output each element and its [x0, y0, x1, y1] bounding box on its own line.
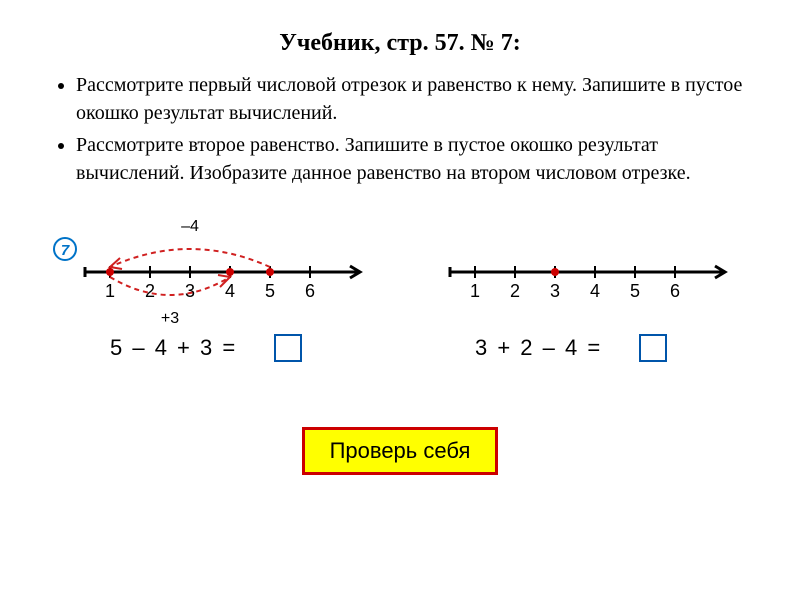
tick-label: 5	[630, 281, 640, 301]
right-number-line: 1 2 3 4 5 6 3 + 2 – 4 =	[450, 266, 725, 361]
number-line-dot	[551, 268, 559, 276]
tick-label: 6	[670, 281, 680, 301]
arc-bottom	[110, 277, 230, 295]
arc-top-label: –4	[181, 218, 199, 235]
arc-top	[110, 249, 270, 267]
number-line-dot	[266, 268, 274, 276]
number-line-dot	[226, 268, 234, 276]
check-yourself-button[interactable]: Проверь себя	[302, 427, 498, 475]
tick-label: 3	[550, 281, 560, 301]
left-number-line: 1 2 3 4 5 6 –4 +3	[85, 218, 360, 361]
instruction-list: Рассмотрите первый числовой отрезок и ра…	[50, 71, 750, 187]
tick-label: 6	[305, 281, 315, 301]
problem-figure: 7 1	[50, 217, 750, 367]
tick-label: 1	[105, 281, 115, 301]
problem-badge: 7	[61, 242, 70, 259]
tick-label: 4	[590, 281, 600, 301]
instruction-item: Рассмотрите второе равенство. Запишите в…	[76, 131, 750, 187]
tick-label: 1	[470, 281, 480, 301]
answer-box-left[interactable]	[275, 335, 301, 361]
tick-label: 2	[510, 281, 520, 301]
equation-right: 3 + 2 – 4 =	[475, 335, 602, 360]
arc-bottom-label: +3	[161, 310, 179, 327]
tick-label: 4	[225, 281, 235, 301]
page-title: Учебник, стр. 57. № 7:	[50, 30, 750, 57]
instruction-item: Рассмотрите первый числовой отрезок и ра…	[76, 71, 750, 127]
answer-box-right[interactable]	[640, 335, 666, 361]
tick-label: 3	[185, 281, 195, 301]
equation-left: 5 – 4 + 3 =	[110, 335, 237, 360]
number-line-dot	[106, 268, 114, 276]
tick-label: 2	[145, 281, 155, 301]
tick-label: 5	[265, 281, 275, 301]
